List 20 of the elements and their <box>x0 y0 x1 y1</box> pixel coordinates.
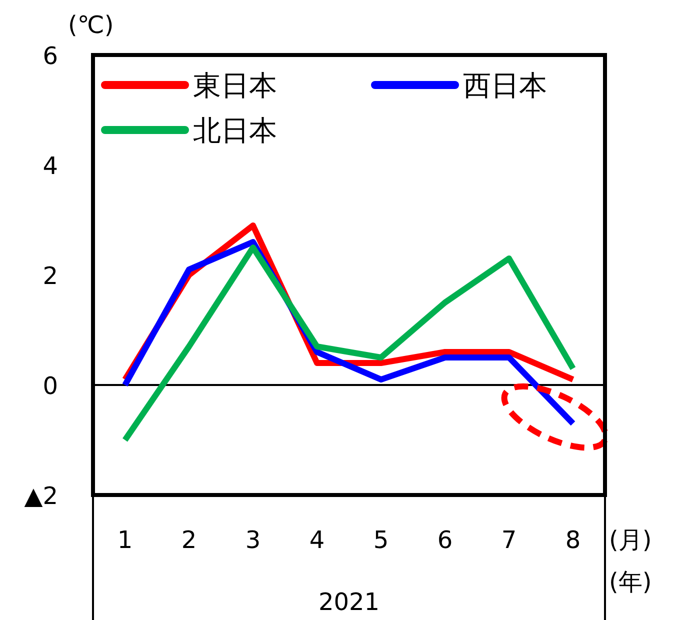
y-tick-label: 0 <box>42 372 58 400</box>
text: 2021 <box>318 588 380 616</box>
y-tick-label: 6 <box>42 42 58 70</box>
x-tick-label: 7 <box>501 526 517 554</box>
y-tick-label: ▲2 <box>24 482 58 510</box>
x-tick-label: 4 <box>309 526 325 554</box>
text: (年) <box>609 568 652 596</box>
y-tick-label: 2 <box>42 262 58 290</box>
x-tick-label: 2 <box>181 526 197 554</box>
y-tick-label: 4 <box>42 152 58 180</box>
legend-label: 東日本 <box>193 69 277 102</box>
x-tick-label: 3 <box>245 526 261 554</box>
y-axis-title: (℃) <box>68 11 114 39</box>
legend-label: 西日本 <box>463 69 547 102</box>
x-tick-label: 1 <box>117 526 133 554</box>
x-tick-label: 5 <box>373 526 389 554</box>
legend-label: 北日本 <box>193 114 277 147</box>
x-tick-label: 6 <box>437 526 453 554</box>
x-axis-title: (月) <box>609 526 652 554</box>
x-tick-label: 8 <box>565 526 581 554</box>
